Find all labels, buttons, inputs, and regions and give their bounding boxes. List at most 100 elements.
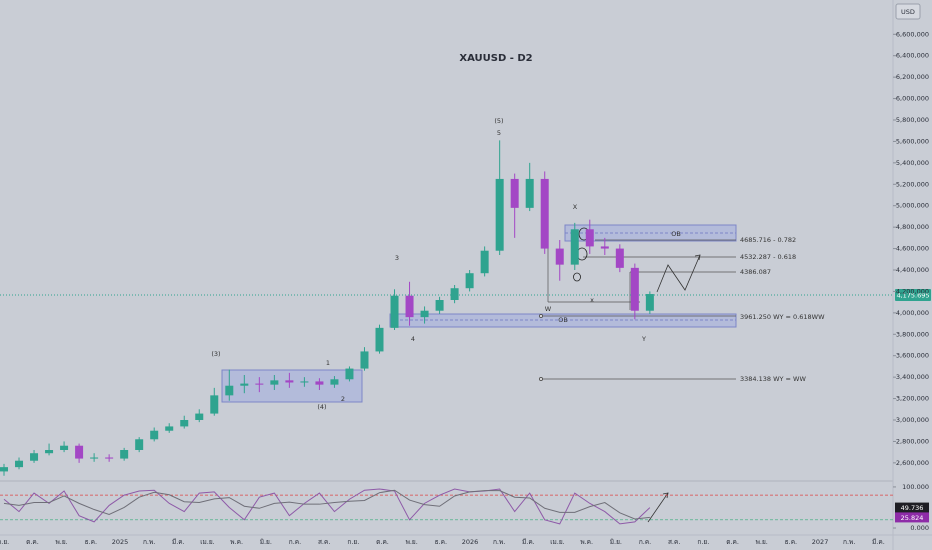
candle-body: [600, 246, 609, 249]
candle-body: [315, 381, 324, 385]
y-tick-label: 5,400,000: [896, 159, 929, 167]
candle-body: [45, 450, 54, 454]
x-tick-label: ก.ย.: [697, 538, 709, 546]
x-tick-label: ก.พ.: [493, 538, 505, 546]
x-tick-label: ก.พ.: [843, 538, 855, 546]
annotation: (4): [317, 403, 326, 411]
x-tick-label: ต.ค.: [376, 538, 389, 546]
current-price-badge: [895, 289, 931, 301]
annotation: OB: [671, 230, 681, 238]
y-tick-label: 2,800,000: [896, 437, 929, 445]
candle-body: [0, 467, 8, 472]
oscillator-arrowhead: [662, 492, 669, 499]
range-box: [221, 369, 363, 403]
annotation: 4532.287 - 0.618: [740, 253, 796, 261]
projection-arrowhead: [694, 254, 701, 261]
candle-body: [555, 248, 564, 265]
y-tick-label: 5,000,000: [896, 202, 929, 210]
y-tick-label: 3,000,000: [896, 416, 929, 424]
x-tick-label: ก.พ.: [143, 538, 155, 546]
x-tick-label: พ.ค.: [580, 538, 593, 546]
annotation: 3384.138 WY = WW: [740, 375, 806, 383]
x-tick-label: เม.ย.: [550, 538, 564, 546]
level-anchor: [539, 377, 543, 381]
candle-body: [75, 445, 84, 459]
y-tick-label: 5,200,000: [896, 180, 929, 188]
annotation: 1: [326, 359, 330, 367]
level-anchor: [539, 314, 543, 318]
candle-body: [450, 288, 459, 300]
x-tick-label: พ.ย.: [56, 538, 68, 546]
candle-body: [90, 457, 99, 459]
annotation: 3: [395, 254, 399, 262]
osc-line: [3, 489, 650, 520]
currency-box[interactable]: [895, 3, 921, 20]
y-tick-label: 6,600,000: [896, 30, 929, 38]
candle-body: [540, 178, 549, 249]
y-tick-label: 4,400,000: [896, 266, 929, 274]
candle-body: [420, 310, 429, 318]
candle-body: [645, 294, 654, 311]
x-tick-label: ธ.ค.: [435, 538, 447, 546]
candle-body: [525, 178, 534, 208]
candle-body: [270, 380, 279, 385]
y-tick-label: 4,800,000: [896, 223, 929, 231]
y-tick-label: 4,200,000: [896, 287, 929, 295]
candle-body: [615, 248, 624, 268]
x-tick-label: มี.ค.: [172, 538, 185, 546]
y-tick-label: 6,200,000: [896, 73, 929, 81]
osc-value-label: 25.824: [901, 514, 924, 522]
x-tick-label: มี.ค.: [872, 538, 885, 546]
y-tick-label: 5,600,000: [896, 137, 929, 145]
candle-body: [465, 273, 474, 289]
y-tick-label: 3,400,000: [896, 373, 929, 381]
candle-body: [150, 430, 159, 440]
x-tick-label: มี.ค.: [522, 538, 535, 546]
x-tick-label: ธ.ค.: [85, 538, 97, 546]
x-tick-label: เม.ย.: [200, 538, 214, 546]
osc-value-label: 49.736: [901, 504, 924, 512]
x-tick-label: ก.ย.: [0, 538, 9, 546]
y-tick-label: 2,600,000: [896, 459, 929, 467]
candle-body: [480, 250, 489, 274]
currency: USD: [901, 8, 915, 16]
chart-title: XAUUSD - D2: [459, 53, 532, 64]
candle-body: [105, 457, 114, 459]
y-tick-label: 3,600,000: [896, 352, 929, 360]
candle-body: [135, 439, 144, 450]
candle-body: [15, 460, 24, 468]
annotation: 4685.716 - 0.782: [740, 236, 796, 244]
candle-body: [300, 381, 309, 383]
x-tick-label: ธ.ค.: [785, 538, 797, 546]
x-tick-label: ต.ค.: [26, 538, 39, 546]
candle-body: [390, 295, 399, 328]
x-tick-label: 2026: [462, 538, 479, 546]
x-tick-label: พ.ค.: [230, 538, 243, 546]
x-tick-label: มิ.ย.: [260, 538, 272, 546]
annotation: 4: [411, 335, 415, 343]
candle-body: [255, 383, 264, 385]
current-price-label: 4,175.695: [896, 292, 929, 300]
x-tick-label: 2025: [112, 538, 129, 546]
osc-value-badge: [895, 502, 929, 513]
candle-body: [405, 295, 414, 318]
candle-body: [225, 385, 234, 396]
osc-tick-label: 100.000: [902, 483, 929, 491]
annotation: 4386.087: [740, 268, 771, 276]
x-tick-label: 2027: [812, 538, 829, 546]
x-tick-label: ส.ค.: [668, 538, 680, 546]
candle-body: [630, 267, 639, 311]
candle-body: [360, 351, 369, 369]
annotation: 3961.250 WY = 0.618WW: [740, 313, 825, 321]
projection-path: [656, 254, 701, 293]
oscillator-arrow: [647, 492, 669, 523]
candle-body: [510, 178, 519, 208]
circle-mark: [573, 272, 581, 282]
annotation: x: [590, 296, 594, 304]
x-tick-label: ก.ค.: [639, 538, 651, 546]
annotation: W: [545, 305, 552, 313]
candle-body: [495, 178, 504, 251]
annotation: X: [573, 203, 578, 211]
x-tick-label: ก.ย.: [347, 538, 359, 546]
